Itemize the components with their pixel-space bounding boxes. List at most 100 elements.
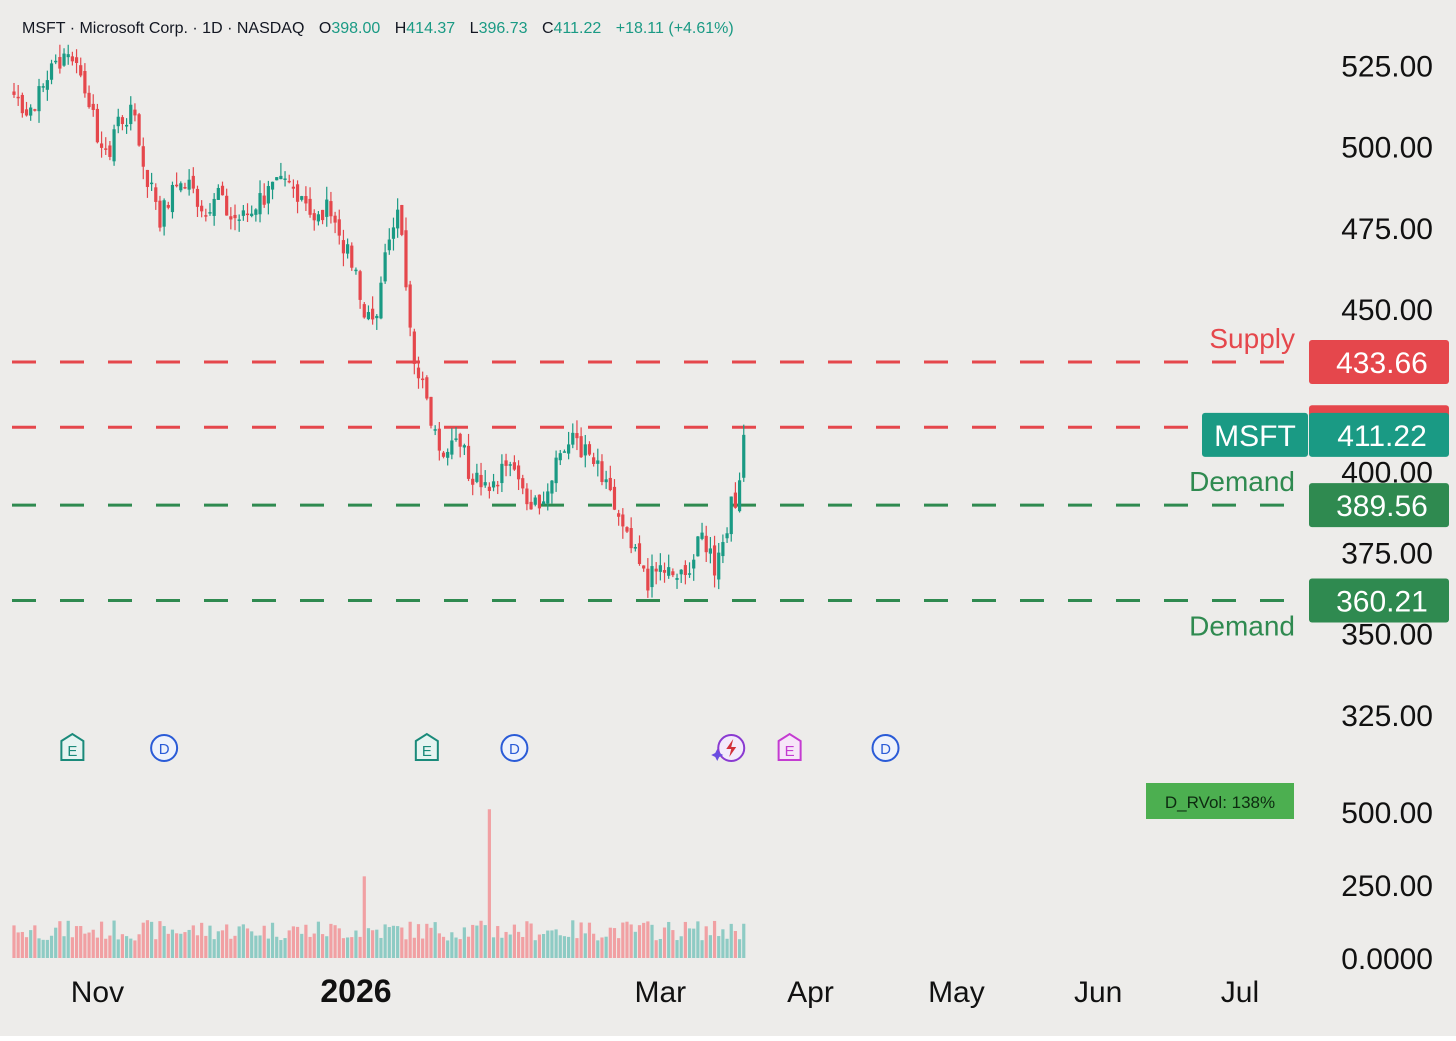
svg-text:E: E [785,743,795,760]
volume-bar [195,935,200,958]
volume-bar [579,922,583,958]
candle-body [250,213,254,217]
volume-bar [742,923,746,958]
volume-bar [258,935,262,958]
volume-bar [541,934,546,958]
svg-text:D: D [509,741,520,758]
candles [12,44,746,598]
volume-bar [592,933,596,958]
candle-body [604,479,608,483]
time-axis-label: Jun [1074,976,1122,1009]
volume-bar [29,930,33,958]
candle-body [529,501,533,510]
volume-bar [99,921,104,958]
volume-bar [200,922,204,958]
candle-body [683,565,687,575]
candle-body [596,460,600,464]
candle-body [671,571,675,576]
earnings-icon[interactable]: E [777,732,802,761]
volume-bar [83,933,87,958]
volume-bar [667,921,671,958]
volume-bar [250,931,254,958]
volume-bar [729,923,733,958]
volume-bar [45,939,49,958]
volume-bar [708,935,712,958]
earnings-icon[interactable]: E [60,732,85,761]
svg-text:D: D [880,741,891,758]
svg-text:E: E [422,743,432,760]
candle-body [29,107,33,116]
rvol-indicator[interactable]: D_RVol: 138% [1146,783,1294,819]
candle-body [567,444,571,454]
candle-body [650,566,654,588]
volume-bar [379,937,383,958]
volume-bar [183,932,187,958]
volume-bar [587,922,592,958]
volume-bar [500,937,504,958]
volume-bar [295,926,300,958]
volume-bar [692,928,696,958]
candle-body [87,92,91,108]
volume-bar [95,937,99,958]
candle-body [600,461,604,482]
volume-bar [596,940,600,958]
time-axis-label: Mar [635,976,687,1009]
candle-body [154,187,158,202]
candle-body [79,65,83,76]
candle-body [396,209,400,229]
dividend-icon[interactable]: D [871,734,900,762]
demand-price-label: 360.21 [1336,585,1428,618]
volume-bars [12,809,746,958]
candle-body [454,438,458,440]
volume-bar [662,927,667,958]
volume-bar [312,933,316,958]
symbol-info: MSFT · Microsoft Corp. · 1D · NASDAQ [22,20,304,37]
volume-bar [404,939,408,958]
candle-body [504,460,508,466]
volume-bar [191,925,195,958]
candle-body [262,195,266,205]
dividend-icon[interactable]: D [500,734,529,762]
candle-body [308,198,312,215]
volume-bar [37,938,41,958]
volume-bar [212,939,216,958]
candle-body [554,457,558,484]
candle-body [708,548,712,554]
volume-bar [337,928,341,958]
volume-bar [696,921,700,958]
candle-body [537,494,542,509]
time-axis-label: May [928,976,985,1009]
volume-bar [583,933,587,958]
volume-bar [683,921,687,958]
dividend-icon[interactable]: D [150,734,179,762]
volume-bar [721,929,725,958]
flash-icon[interactable] [711,734,746,762]
candle-body [408,284,412,328]
volume-bar [366,928,371,958]
candle-body [45,80,49,90]
candle-body [254,209,258,215]
volume-bar [66,920,70,958]
candle-body [366,312,371,320]
candle-body [279,175,283,180]
svg-text:D: D [159,741,170,758]
candle-body [275,177,279,181]
volume-bar [416,924,421,958]
candle-body [133,109,137,116]
price-tags: 433.66Supply413.56389.56Demand360.21Dema… [1189,323,1449,641]
candle-body [433,429,437,431]
candle-body [533,497,537,505]
volume-bar [529,923,533,958]
candle-body [162,200,166,227]
volume-bar [350,937,354,958]
candle-body [291,186,295,189]
candle-body [696,536,700,557]
earnings-icon[interactable]: E [414,732,439,761]
volume-bar [279,940,283,958]
candle-body [112,129,116,162]
candle-body [233,214,237,219]
